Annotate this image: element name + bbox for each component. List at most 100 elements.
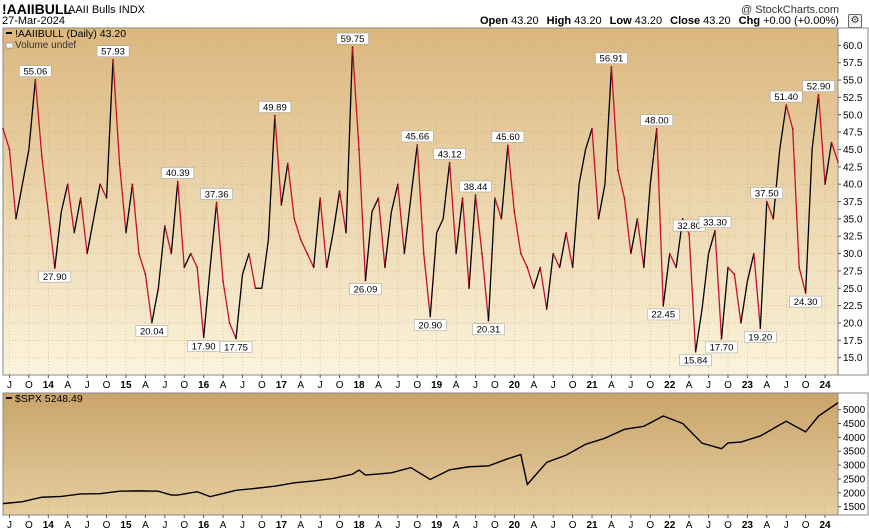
annotation: 52.90 <box>802 80 835 92</box>
annotation-box <box>200 188 233 200</box>
annotation-label: 38.44 <box>464 182 488 193</box>
annotation-label: 45.60 <box>496 132 520 143</box>
copyright-text[interactable]: @ StockCharts.com <box>741 4 839 16</box>
annotation: 20.04 <box>135 325 169 337</box>
annotation-box <box>219 341 253 353</box>
y-tick-label: 42.5 <box>843 162 863 173</box>
annotation: 49.89 <box>258 101 292 113</box>
legend-swatch <box>6 397 12 399</box>
x-tick-label: A <box>686 380 693 391</box>
data-point <box>99 183 101 185</box>
x-tick-label: A <box>763 380 770 391</box>
series-segment <box>351 47 360 150</box>
series-segment <box>170 181 179 254</box>
data-point <box>403 252 406 255</box>
data-point <box>112 58 114 61</box>
x-tick-label: J <box>395 380 400 391</box>
series-segment <box>293 218 302 240</box>
x-tick-label: J <box>473 520 478 531</box>
series-segment <box>552 253 561 268</box>
y-tick-label: 57.5 <box>843 58 863 69</box>
annotation: 45.60 <box>491 131 525 143</box>
x-tick-label: O <box>103 520 111 531</box>
legend-swatch <box>6 32 12 34</box>
series-segment <box>694 308 703 352</box>
series-segment <box>546 253 554 310</box>
x-tick-label: O <box>413 380 421 391</box>
series-segment <box>539 267 548 310</box>
x-tick-label: O <box>646 380 654 391</box>
ohlc-label: Low <box>609 15 632 27</box>
series-segment <box>215 202 224 282</box>
ohlc-value: 43.20 <box>634 15 663 27</box>
annotation-box <box>705 341 738 354</box>
annotation-box <box>769 90 803 103</box>
x-tick-label: A <box>530 520 537 531</box>
legend-label: $SPX 5248.49 <box>15 393 83 405</box>
x-tick-label: J <box>7 520 12 531</box>
y-tick-label: 2500 <box>843 474 866 485</box>
data-point <box>306 252 309 255</box>
data-point <box>811 148 813 151</box>
annotation: 56.91 <box>595 52 628 65</box>
data-point <box>837 161 839 163</box>
series-segment <box>15 184 24 219</box>
series-segment <box>643 184 651 268</box>
x-tick-label: O <box>180 520 188 531</box>
series-segment <box>138 253 147 275</box>
annotation: 43.12 <box>433 148 466 160</box>
series-segment <box>461 197 470 289</box>
annotation-box <box>459 180 492 193</box>
series-segment <box>34 79 43 157</box>
data-point <box>377 197 380 199</box>
data-point <box>397 183 399 185</box>
x-tick-label: O <box>25 380 33 391</box>
series-segment <box>190 253 198 268</box>
data-point <box>753 252 755 255</box>
data-point <box>118 162 121 165</box>
series-segment <box>578 149 587 185</box>
y-tick-label: 3000 <box>843 461 866 472</box>
chart-symbol: !AAIIBULL <box>2 1 72 17</box>
series-segment <box>662 253 671 307</box>
data-point <box>461 197 464 199</box>
annotation-label: 20.90 <box>418 321 442 332</box>
data-point <box>487 319 490 322</box>
y-tick-label: 17.5 <box>843 336 863 347</box>
y-tick-label: 5000 <box>843 405 866 416</box>
series-segment <box>740 281 749 324</box>
data-point <box>727 266 729 269</box>
series-segment <box>507 145 516 212</box>
data-point <box>591 127 593 130</box>
series-segment <box>817 94 826 185</box>
series-segment <box>332 190 341 233</box>
y-tick-label: 4500 <box>843 419 866 430</box>
data-point <box>235 337 237 340</box>
annotation-box <box>96 45 130 57</box>
x-tick-label: J <box>551 520 556 531</box>
series-segment <box>474 194 483 254</box>
series-segment <box>617 170 626 199</box>
series-segment <box>267 115 276 240</box>
ohlc-label: Open <box>480 15 509 27</box>
annotation-box <box>679 354 712 367</box>
x-tick-label: J <box>318 520 323 531</box>
series-segment <box>520 253 528 268</box>
annotation-label: 20.31 <box>477 325 501 336</box>
x-tick-label: 20 <box>509 520 521 531</box>
annotation: 20.90 <box>413 319 447 332</box>
gear-icon[interactable]: ⚙ <box>848 14 862 28</box>
x-tick-label: O <box>724 380 732 391</box>
data-point <box>86 252 88 255</box>
x-tick-label: 14 <box>43 380 55 391</box>
data-point <box>617 169 619 172</box>
data-point <box>66 183 69 185</box>
x-tick-label: 24 <box>819 520 831 531</box>
y-tick-label: 30.0 <box>843 249 863 260</box>
x-tick-label: 22 <box>664 380 676 391</box>
annotation-box <box>336 32 369 45</box>
series-segment <box>28 79 37 150</box>
data-point <box>345 231 347 234</box>
x-tick-label: A <box>64 380 71 391</box>
series-segment <box>2 128 11 150</box>
